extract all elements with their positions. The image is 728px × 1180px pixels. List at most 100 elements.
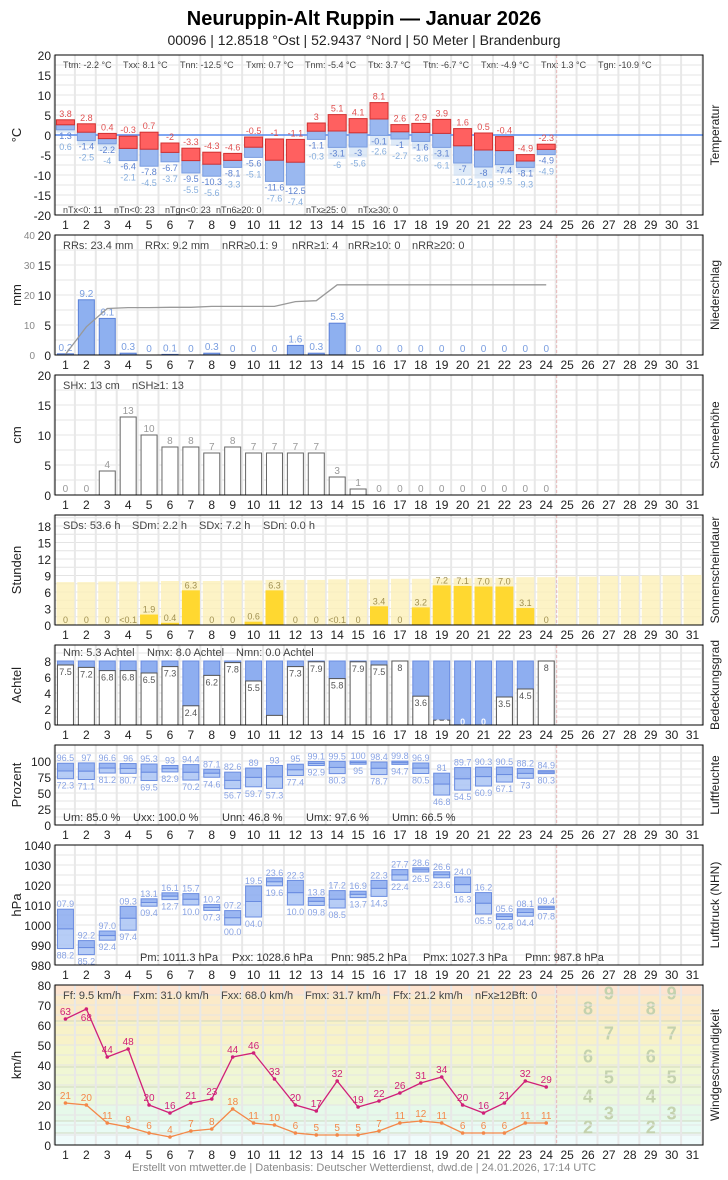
- y-tick-label: 12: [38, 553, 52, 567]
- min-label: 54.5: [454, 792, 472, 802]
- min-label: 10.0: [182, 907, 200, 917]
- sunshine-label: 0.6: [247, 612, 260, 622]
- sunshine-bar: [160, 622, 179, 625]
- sunshine-label: 0: [314, 615, 319, 625]
- stat-label: Tnn: -12.5 °C: [180, 60, 234, 70]
- possible-sunshine-bar: [223, 580, 242, 625]
- snow-bar: [245, 452, 263, 496]
- gust-point: [502, 1101, 507, 1105]
- x-tick-label: 20: [456, 968, 470, 982]
- sunshine-label: <0.1: [328, 615, 346, 625]
- mean-wind-point: [230, 1107, 235, 1111]
- tmin-label: -12.5: [285, 186, 306, 196]
- x-tick-label: 14: [331, 628, 345, 642]
- sunshine-label: 1.9: [143, 605, 156, 615]
- x-tick-label: 14: [331, 498, 345, 512]
- min-label: 04.4: [517, 918, 535, 928]
- gust-label: 21: [185, 1091, 197, 1102]
- x-tick-label: 5: [146, 1148, 153, 1162]
- max-label: 19.5: [245, 876, 263, 886]
- stat-label: Tnx: 1.3 °C: [541, 60, 587, 70]
- x-tick-label: 21: [477, 498, 491, 512]
- precip-label: 0: [543, 344, 549, 355]
- range-lower-box: [224, 779, 242, 790]
- precip-label: 0.2: [58, 343, 72, 354]
- x-tick-label: 4: [125, 1148, 132, 1162]
- range-lower-box: [224, 917, 242, 926]
- sunshine-bar: [265, 590, 284, 625]
- min-label: 67.1: [496, 784, 514, 794]
- y-tick-label: 6: [44, 671, 51, 685]
- tground-label: -2.6: [371, 146, 387, 156]
- x-tick-label: 17: [393, 358, 407, 372]
- min-label: 78.7: [370, 777, 388, 787]
- x-tick-label: 2: [83, 628, 90, 642]
- tground-label: -3.3: [225, 179, 241, 189]
- max-label: 87.1: [203, 759, 221, 769]
- max-label: 07.2: [224, 901, 242, 911]
- range-upper-box: [370, 879, 388, 889]
- mean-wind-label: 9: [125, 1115, 131, 1126]
- range-upper-box: [265, 877, 283, 883]
- tmin-bar: [515, 160, 535, 168]
- x-tick-label: 30: [665, 728, 679, 742]
- tmax-label: -1.1: [288, 128, 304, 138]
- gust-point: [126, 1047, 130, 1051]
- cumulative-precip-line: [64, 284, 547, 355]
- x-tick-label: 6: [167, 828, 174, 842]
- x-tick-label: 12: [289, 628, 303, 642]
- x-tick-label: 19: [435, 498, 449, 512]
- tmax-label: 5.1: [331, 104, 344, 114]
- stat-label: Um: 85.0 %: [63, 812, 121, 824]
- range-lower-box: [203, 907, 221, 911]
- stat-label: nTgn<0: 23: [165, 205, 211, 215]
- beaufort-number: 5: [604, 1068, 614, 1088]
- range-upper-box: [475, 892, 493, 904]
- snow-bar: [307, 452, 325, 496]
- tmin-label: -8: [480, 168, 488, 178]
- snow-bar: [119, 416, 137, 496]
- x-tick-label: 15: [351, 498, 365, 512]
- x-tick-label: 24: [540, 358, 554, 372]
- stat-label: Pmx: 1027.3 hPa: [423, 952, 508, 964]
- y-tick-label: 20: [38, 229, 52, 243]
- max-label: 95: [290, 754, 300, 764]
- max-label: 09.4: [537, 896, 555, 906]
- y-tick-label: 10: [38, 1119, 52, 1133]
- sunshine-bar: [453, 585, 472, 625]
- tmin-label: -6.4: [120, 162, 136, 172]
- y-tick-label: 15: [38, 399, 52, 413]
- cloud-clear-bar: [203, 660, 221, 676]
- range-lower-box: [391, 762, 409, 765]
- precip-label: 0: [481, 344, 487, 355]
- x-tick-label: 20: [456, 358, 470, 372]
- beaufort-number: 3: [604, 1104, 614, 1124]
- tmax-label: 2.6: [394, 114, 407, 124]
- x-tick-label: 10: [247, 828, 261, 842]
- sunshine-label: 6.3: [268, 580, 281, 590]
- sunshine-label: <0.1: [119, 615, 137, 625]
- min-label: 97.4: [119, 932, 137, 942]
- y-tick-label: 40: [38, 1059, 52, 1073]
- x-tick-label: 22: [498, 728, 512, 742]
- x-tick-label: 31: [686, 628, 700, 642]
- x-tick-label: 24: [540, 968, 554, 982]
- precip-bar: [286, 344, 304, 356]
- precip-label: 0: [397, 344, 403, 355]
- tmin-bar: [202, 163, 222, 177]
- y-tick-label: 70: [38, 999, 52, 1013]
- mean-wind-point: [419, 1119, 423, 1123]
- gust-line: [65, 1008, 547, 1114]
- x-tick-label: 31: [686, 828, 700, 842]
- max-label: 96: [123, 754, 133, 764]
- snow-label: 7: [314, 442, 320, 453]
- cloud-clear-bar: [56, 660, 74, 666]
- y-axis-label: cm: [9, 426, 24, 443]
- min-label: 04.0: [245, 919, 263, 929]
- x-tick-label: 17: [393, 968, 407, 982]
- gust-label: 33: [269, 1067, 281, 1078]
- mean-wind-point: [63, 1101, 68, 1105]
- cloud-label: 8: [397, 663, 402, 673]
- y2-tick-label: 0: [29, 351, 35, 362]
